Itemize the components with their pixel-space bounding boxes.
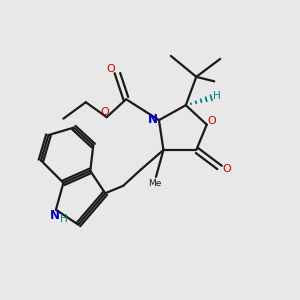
Text: Me: Me: [148, 179, 161, 188]
Text: H: H: [213, 91, 220, 101]
Text: N: N: [50, 208, 60, 222]
Text: H: H: [59, 214, 67, 224]
Text: O: O: [106, 64, 115, 74]
Text: N: N: [148, 113, 158, 126]
Text: O: O: [208, 116, 217, 126]
Text: O: O: [101, 107, 110, 117]
Text: O: O: [222, 164, 231, 174]
